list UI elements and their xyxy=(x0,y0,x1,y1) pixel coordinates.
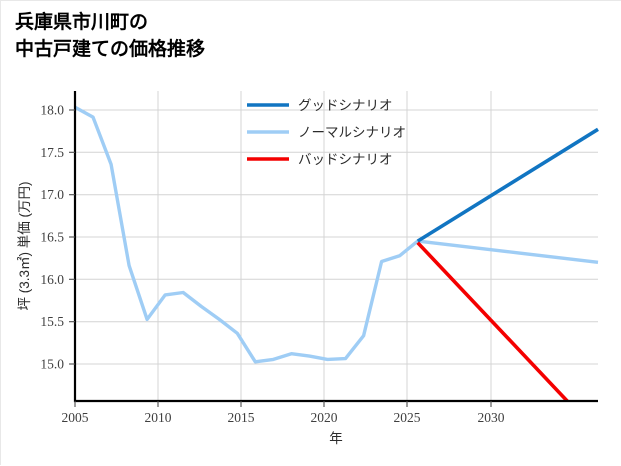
page-title: 兵庫県市川町の 中古戸建ての価格推移 xyxy=(15,9,205,63)
xtick-label-0: 2005 xyxy=(62,410,89,425)
below-axis-mask xyxy=(1,402,621,466)
legend-label-normal: ノーマルシナリオ xyxy=(298,125,406,140)
xtick-label-3: 2020 xyxy=(311,410,338,425)
y-axis-title: 坪 (3.3㎡) 単価 (万円) xyxy=(17,181,32,310)
ytick-label-2: 16.0 xyxy=(40,272,64,287)
plot-background xyxy=(75,91,598,401)
series-line-normal xyxy=(74,105,599,364)
legend-label-bad: バッドシナリオ xyxy=(298,152,393,167)
title-line-1: 兵庫県市川町の xyxy=(15,12,149,33)
ytick-label-4: 17.0 xyxy=(40,187,64,202)
xtick-label-1: 2010 xyxy=(145,410,172,425)
title-line-2: 中古戸建ての価格推移 xyxy=(15,39,206,60)
ytick-label-0: 15.0 xyxy=(40,357,64,372)
legend-label-good: グッドシナリオ xyxy=(298,98,393,113)
ytick-label-3: 16.5 xyxy=(40,230,64,245)
series-line-good xyxy=(416,127,599,243)
ytick-label-5: 17.5 xyxy=(40,145,64,160)
y-tickmarks xyxy=(69,109,75,365)
horizontal-gridlines xyxy=(75,109,598,365)
right-mask xyxy=(599,1,621,466)
xtick-label-4: 2025 xyxy=(394,410,421,425)
xtick-label-5: 2030 xyxy=(478,410,505,425)
ytick-label-6: 18.0 xyxy=(40,103,64,118)
x-axis-title: 年 xyxy=(329,431,343,446)
chart-legend: グッドシナリオ ノーマルシナリオ バッドシナリオ xyxy=(247,98,406,167)
ytick-label-1: 15.5 xyxy=(40,314,64,329)
xtick-label-2: 2015 xyxy=(228,410,255,425)
x-tickmarks xyxy=(74,401,492,407)
